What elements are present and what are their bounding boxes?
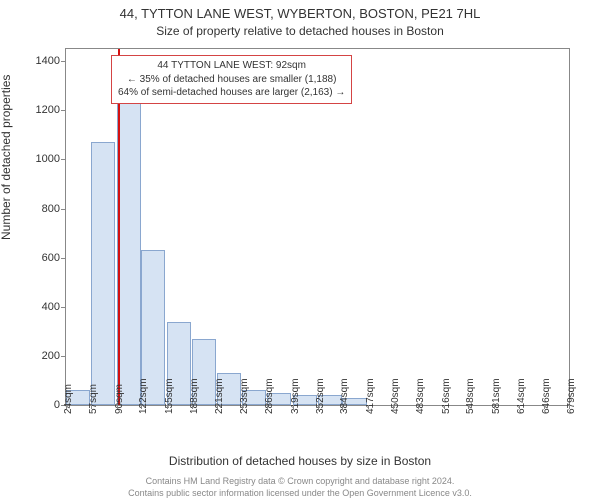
x-tick-mark (342, 405, 343, 409)
x-axis-label: Distribution of detached houses by size … (0, 454, 600, 468)
annotation-line: ← 35% of detached houses are smaller (1,… (118, 73, 345, 87)
y-tick-label: 800 (10, 203, 60, 215)
x-tick-label: 24sqm (63, 384, 74, 414)
x-tick-label: 646sqm (541, 378, 552, 414)
y-tick-label: 1200 (10, 104, 60, 116)
x-tick-label: 319sqm (290, 378, 301, 414)
x-tick-label: 122sqm (138, 378, 149, 414)
x-tick-mark (418, 405, 419, 409)
chart-subtitle: Size of property relative to detached ho… (0, 24, 600, 38)
x-tick-label: 548sqm (465, 378, 476, 414)
y-tick-label: 600 (10, 252, 60, 264)
chart-container: 44, TYTTON LANE WEST, WYBERTON, BOSTON, … (0, 0, 600, 500)
x-tick-label: 57sqm (88, 384, 99, 414)
x-tick-mark (242, 405, 243, 409)
x-tick-label: 483sqm (415, 378, 426, 414)
annotation-line: 64% of semi-detached houses are larger (… (118, 86, 345, 100)
x-tick-label: 679sqm (566, 378, 577, 414)
x-tick-mark (368, 405, 369, 409)
y-tick-mark (61, 356, 65, 357)
histogram-bar (117, 91, 141, 405)
x-tick-mark (519, 405, 520, 409)
plot-area: 44 TYTTON LANE WEST: 92sqm← 35% of detac… (65, 48, 570, 406)
x-tick-mark (468, 405, 469, 409)
y-tick-label: 0 (10, 399, 60, 411)
x-tick-label: 581sqm (491, 378, 502, 414)
annotation-line: 44 TYTTON LANE WEST: 92sqm (118, 59, 345, 73)
x-tick-label: 450sqm (390, 378, 401, 414)
x-tick-mark (167, 405, 168, 409)
y-tick-label: 1000 (10, 153, 60, 165)
x-tick-mark (192, 405, 193, 409)
y-tick-mark (61, 61, 65, 62)
x-tick-label: 352sqm (315, 378, 326, 414)
x-tick-label: 253sqm (239, 378, 250, 414)
y-tick-label: 200 (10, 350, 60, 362)
x-tick-label: 221sqm (214, 378, 225, 414)
x-tick-mark (318, 405, 319, 409)
x-tick-mark (444, 405, 445, 409)
x-tick-mark (141, 405, 142, 409)
x-tick-mark (66, 405, 67, 409)
x-tick-mark (569, 405, 570, 409)
x-tick-mark (544, 405, 545, 409)
x-tick-mark (217, 405, 218, 409)
x-tick-label: 188sqm (189, 378, 200, 414)
x-tick-mark (267, 405, 268, 409)
histogram-bar (91, 142, 115, 405)
x-tick-label: 155sqm (164, 378, 175, 414)
x-tick-mark (393, 405, 394, 409)
x-tick-mark (494, 405, 495, 409)
x-tick-label: 90sqm (114, 384, 125, 414)
chart-title: 44, TYTTON LANE WEST, WYBERTON, BOSTON, … (0, 6, 600, 21)
footer-line-2: Contains public sector information licen… (0, 488, 600, 498)
y-tick-mark (61, 258, 65, 259)
y-tick-label: 1400 (10, 55, 60, 67)
y-tick-label: 400 (10, 301, 60, 313)
x-tick-mark (91, 405, 92, 409)
x-tick-label: 384sqm (339, 378, 350, 414)
y-tick-mark (61, 110, 65, 111)
x-tick-label: 417sqm (365, 378, 376, 414)
y-tick-mark (61, 307, 65, 308)
y-tick-mark (61, 159, 65, 160)
x-tick-label: 516sqm (441, 378, 452, 414)
y-tick-mark (61, 209, 65, 210)
x-tick-mark (293, 405, 294, 409)
x-tick-label: 286sqm (264, 378, 275, 414)
x-tick-mark (117, 405, 118, 409)
footer-line-1: Contains HM Land Registry data © Crown c… (0, 476, 600, 486)
annotation-box: 44 TYTTON LANE WEST: 92sqm← 35% of detac… (111, 55, 352, 104)
x-tick-label: 614sqm (516, 378, 527, 414)
